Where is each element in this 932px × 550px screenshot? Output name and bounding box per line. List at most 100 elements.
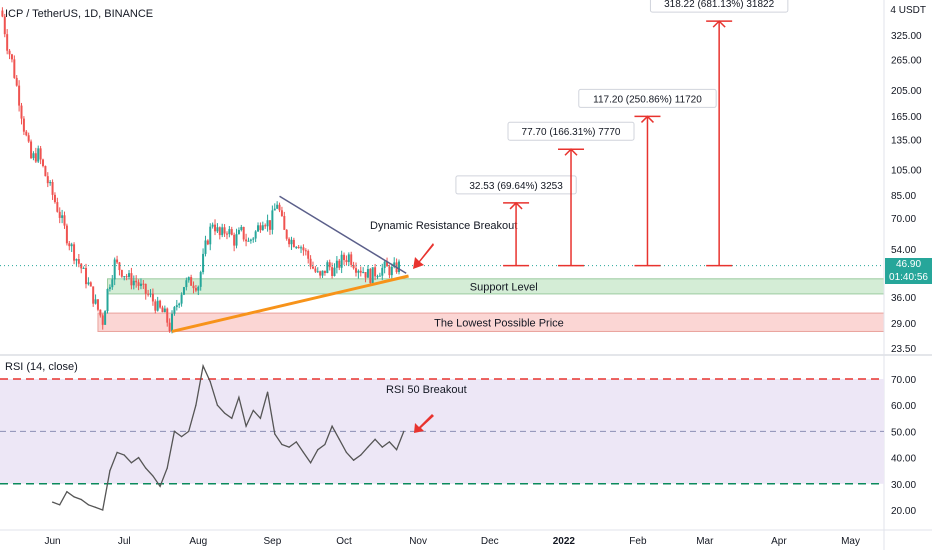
candle-body [192, 285, 195, 289]
candle-body [142, 283, 145, 285]
candle-body [278, 204, 281, 211]
rsi-point [231, 417, 233, 419]
candle-body [383, 261, 386, 268]
candle-body [94, 299, 97, 304]
rsi-layer: RSI 50 Breakout [0, 363, 884, 511]
candle-body [168, 322, 171, 332]
price-tick-label: 105.00 [891, 166, 922, 177]
candle-body [326, 262, 329, 274]
candle-body [144, 283, 147, 294]
candle-body [80, 263, 83, 269]
rsi-point [216, 404, 219, 406]
candle-body [132, 280, 135, 286]
candle-body [362, 272, 365, 274]
candle-body [209, 226, 212, 245]
price-tick-label: 54.00 [891, 245, 916, 256]
rsi-point [388, 441, 391, 443]
candle-body [25, 131, 28, 136]
price-tick-label: 135.00 [891, 136, 922, 147]
last-price-countdown: 01:40:56 [889, 272, 928, 283]
candle-body [185, 280, 188, 288]
candle-body [56, 202, 59, 212]
candle-body [199, 272, 202, 287]
lowest-price-zone-label: The Lowest Possible Price [434, 317, 564, 329]
candle-body [381, 267, 384, 276]
candle-body [378, 275, 381, 277]
candle-body [154, 301, 157, 311]
candle-body [1, 10, 4, 17]
candle-body [106, 288, 109, 312]
candle-body [135, 280, 138, 283]
rsi-point [252, 409, 254, 412]
candle-body [335, 260, 338, 268]
candle-body [116, 259, 119, 263]
candle-body [323, 270, 326, 274]
price-tick-label: 205.00 [891, 86, 922, 97]
axes-layer: 325.00 265.00 205.00 165.00 135.00 105.00 85.0… [44, 31, 922, 547]
resistance-breakout-label: Dynamic Resistance Breakout [370, 220, 517, 232]
target-arrow-icon [564, 148, 578, 156]
rsi-tick-label: 70.00 [891, 375, 916, 386]
candle-body [249, 239, 252, 241]
candle-body [175, 305, 178, 308]
candle-body [307, 250, 310, 259]
rsi-point [381, 446, 383, 448]
rsi-point [102, 509, 104, 511]
rsi-point [345, 451, 348, 453]
rsi-point [238, 396, 240, 398]
price-tick-label: 265.00 [891, 55, 922, 66]
candle-body [125, 276, 128, 278]
rsi-breakout-label: RSI 50 Breakout [386, 384, 467, 396]
candle-body [328, 262, 331, 268]
price-unit: 4 USDT [890, 5, 926, 16]
rsi-tick-label: 40.00 [891, 454, 916, 465]
target-label-box [507, 121, 635, 141]
candle-body [252, 238, 255, 240]
candle-body [180, 294, 183, 304]
candle-body [73, 244, 76, 261]
candle-body [257, 225, 260, 232]
candle-body [44, 166, 47, 177]
time-tick-label: 2022 [553, 536, 576, 547]
rsi-point [130, 462, 133, 464]
rsi-point [152, 475, 154, 477]
rsi-point [116, 451, 118, 453]
candle-body [46, 176, 49, 184]
candle-body [350, 254, 353, 265]
candle-body [137, 282, 140, 286]
candle-body [259, 225, 262, 231]
last-price-value: 46.90 [895, 259, 922, 270]
candle-body [343, 254, 346, 261]
candle-body [302, 247, 305, 251]
rsi-point [195, 404, 197, 406]
candle-body [27, 135, 30, 142]
candle-body [309, 258, 312, 267]
candle-body [159, 300, 162, 308]
candle-body [156, 300, 159, 311]
target-label-box [578, 88, 717, 108]
candle-body [151, 293, 154, 302]
candle-body [118, 262, 121, 271]
targets-layer: 32.53 (69.64%) 3253 77.70 (166.31%) 7770 1… [455, 0, 789, 267]
resistance-trendline [279, 195, 407, 274]
candle-body [113, 259, 116, 280]
time-tick-label: Jul [118, 536, 131, 547]
candle-body [30, 141, 33, 159]
support-zone-label: Support Level [470, 281, 538, 293]
candle-body [139, 283, 142, 286]
candle-body [316, 271, 319, 273]
candle-body [13, 59, 16, 78]
candle-body [292, 239, 295, 248]
candle-body [49, 182, 52, 184]
candle-body [311, 266, 314, 269]
candle-body [149, 293, 152, 295]
rsi-point [324, 443, 326, 446]
candle-body [290, 239, 293, 245]
rsi-point [396, 449, 398, 451]
time-tick-label: Mar [696, 536, 714, 547]
candle-body [82, 267, 85, 269]
price-tick-label: 70.00 [891, 214, 916, 225]
candle-body [96, 299, 99, 310]
candle-body [295, 246, 298, 248]
candle-body [352, 264, 355, 269]
